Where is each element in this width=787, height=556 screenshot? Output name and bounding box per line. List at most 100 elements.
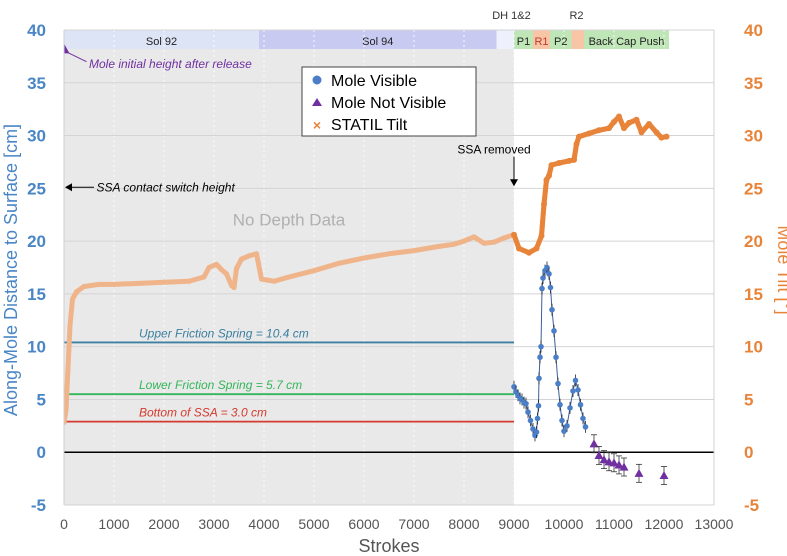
- annotation-arrowhead-ssa-removed: [510, 179, 518, 187]
- x-tick-label-11: 11000: [595, 516, 633, 532]
- visible-point-29: [561, 428, 567, 434]
- visible-point-6: [523, 400, 529, 407]
- visible-point-21: [546, 271, 552, 277]
- phase-band-0: [64, 30, 259, 49]
- visible-point-30: [564, 423, 570, 429]
- tilt-point-22: [254, 251, 259, 257]
- legend-label-tilt: STATIL Tilt: [331, 117, 408, 134]
- visible-point-28: [559, 417, 565, 424]
- legend-label-not-visible: Mole Not Visible: [331, 95, 446, 112]
- annotation-arrowhead-ssa-switch: [65, 183, 72, 192]
- visible-point-24: [551, 328, 557, 334]
- visible-point-15: [537, 354, 543, 361]
- annotation-ssa-switch: SSA contact switch height: [97, 180, 236, 194]
- x-tick-label-9: 9000: [498, 516, 529, 532]
- visible-point-0: [511, 383, 517, 390]
- y-left-tick-label-8: 35: [27, 74, 46, 93]
- y-right-tick-label-0: -5: [744, 496, 759, 515]
- tilt-point-30: [411, 248, 417, 254]
- phase-band-2: [496, 30, 514, 49]
- tilt-point-5: [74, 289, 79, 295]
- visible-point-34: [575, 387, 581, 393]
- not-visible-point-2: [594, 450, 604, 459]
- reference-label-1: Lower Friction Spring = 5.7 cm: [139, 378, 302, 392]
- no-depth-label: No Depth Data: [233, 210, 346, 229]
- tilt-point-9: [136, 280, 142, 286]
- phase-band-7: [584, 30, 669, 49]
- visible-point-11: [533, 429, 540, 435]
- y-left-tick-label-6: 25: [27, 179, 46, 198]
- tilt-line-after: [511, 114, 668, 256]
- x-tick-label-5: 5000: [298, 516, 329, 532]
- visible-point-12: [534, 415, 541, 422]
- annotation-initial-height: Mole initial height after release: [89, 57, 252, 71]
- tilt-point-19: [234, 266, 239, 272]
- x-tick-label-12: 12000: [645, 516, 684, 532]
- y-axis-right-title: Mole Tilt [°]: [774, 225, 787, 314]
- phase-bands: Sol 92 Sol 94 P1 R1 P2 Back Cap Push DH 1&2 R2: [64, 10, 669, 49]
- tilt-point-15: [219, 267, 224, 273]
- x-tick-label-0: 0: [60, 516, 68, 532]
- y-right-tick-label-7: 30: [744, 127, 763, 146]
- visible-trace: [513, 266, 586, 437]
- legend-marker-not-visible: [312, 98, 322, 106]
- y-right-tick-label-2: 5: [744, 390, 753, 409]
- phase-band-1: [259, 30, 497, 49]
- visible-point-20: [544, 264, 550, 271]
- tilt-point-6: [81, 284, 87, 289]
- y-right-tick-label-4: 15: [744, 285, 763, 304]
- tilt-point-35: [481, 240, 487, 246]
- tilt-point-27: [336, 260, 342, 266]
- visible-point-18: [540, 275, 546, 281]
- x-tick-label-6: 6000: [348, 516, 379, 532]
- tilt-point-26: [311, 268, 317, 274]
- visible-point-37: [582, 424, 589, 430]
- not-visible-point-9: [659, 470, 669, 480]
- visible-point-27: [557, 401, 563, 408]
- visible-point-32: [570, 388, 576, 394]
- y-left-tick-label-2: 5: [37, 390, 46, 409]
- y-left-tick-label-9: 40: [27, 21, 46, 40]
- not-visible-point-1: [589, 439, 599, 448]
- x-tick-label-4: 4000: [248, 516, 279, 532]
- reference-lines: Upper Friction Spring = 10.4 cm Lower Fri…: [64, 326, 714, 453]
- visible-point-8: [527, 417, 534, 424]
- phase-band-4: [533, 30, 550, 49]
- not-visible-point-5: [609, 458, 619, 467]
- grid: [64, 29, 714, 506]
- visible-point-25: [553, 354, 559, 361]
- phase-top-label-1: R2: [569, 10, 583, 22]
- y-right-tick-label-9: 40: [744, 21, 763, 40]
- visible-point-17: [539, 285, 545, 292]
- x-tick-label-10: 10000: [545, 516, 584, 532]
- visible-point-36: [580, 415, 586, 422]
- tilt-point-24: [271, 278, 277, 284]
- y-left-tick-label-3: 10: [27, 338, 46, 357]
- tilt-point-21: [246, 253, 252, 259]
- tilt-point-25: [286, 274, 292, 280]
- tilt-point-28: [361, 255, 367, 261]
- x-tick-label-2: 2000: [148, 516, 179, 532]
- visible-point-26: [555, 380, 561, 387]
- not-visible-point-6: [614, 460, 624, 469]
- legend: Mole Visible Mole Not Visible × STATIL T…: [301, 66, 477, 137]
- x-tick-label-1: 1000: [98, 516, 129, 532]
- y-left-tick-label-7: 30: [27, 127, 46, 146]
- visible-point-31: [567, 405, 573, 411]
- phase-band-6: [571, 30, 584, 49]
- x-tick-label-3: 3000: [198, 516, 229, 532]
- phase-top-label-0: DH 1&2: [492, 10, 531, 22]
- phase-label-4: R1: [534, 36, 548, 48]
- legend-marker-visible: [312, 75, 322, 85]
- not-visible-point-0: [64, 43, 70, 54]
- reference-label-0: Upper Friction Spring = 10.4 cm: [139, 326, 309, 340]
- tilt-point-14: [214, 261, 219, 267]
- annotations: Mole initial height after release SSA con…: [65, 51, 531, 194]
- tilt-point-31: [436, 243, 442, 249]
- tilt-point-29: [386, 251, 392, 257]
- tilt-point-37: [501, 235, 507, 241]
- legend-marker-tilt: ×: [313, 117, 321, 133]
- visible-point-33: [572, 377, 579, 384]
- y-left-tick-label-4: 15: [27, 285, 46, 304]
